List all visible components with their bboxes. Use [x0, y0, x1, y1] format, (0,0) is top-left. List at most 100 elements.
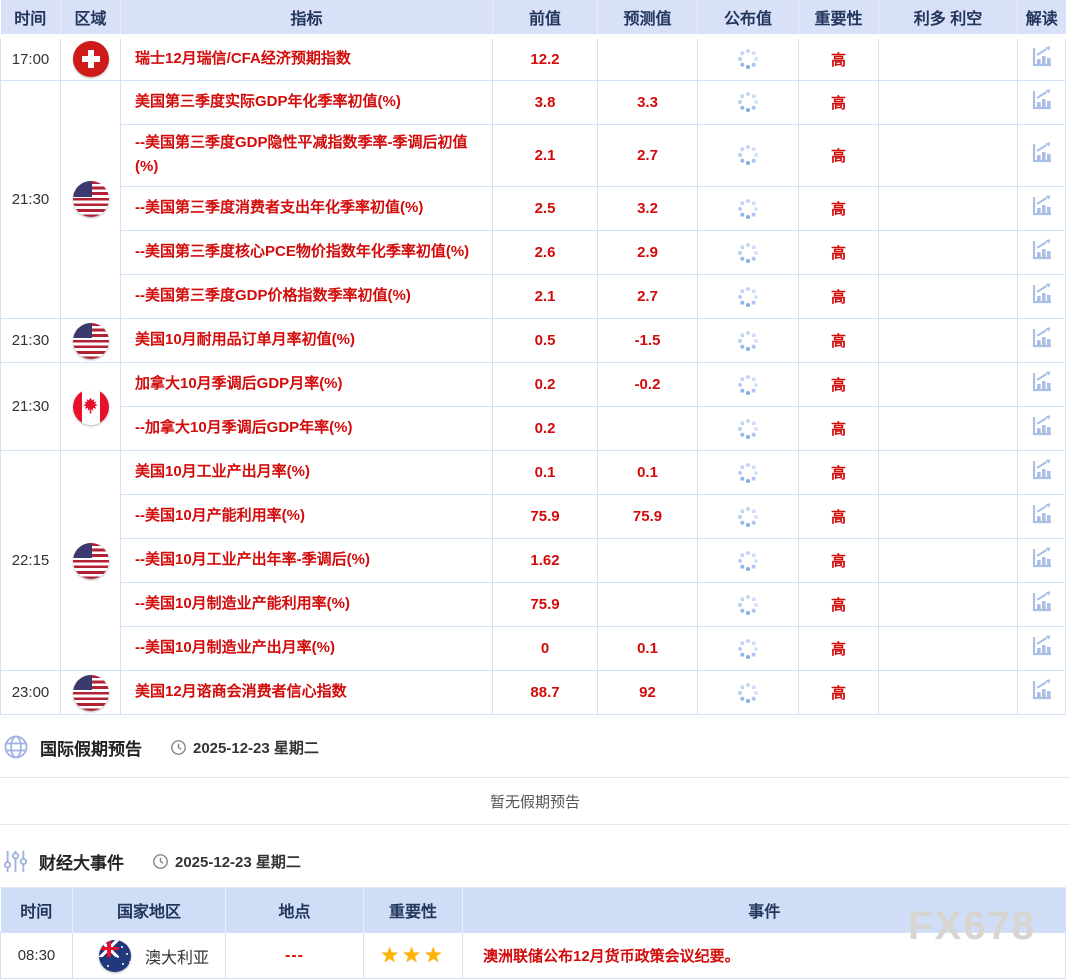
- indicator-name[interactable]: 加拿大10月季调后GDP月率(%): [135, 375, 343, 393]
- forecast-value-cell: 75.9: [597, 494, 698, 539]
- event-time-cell: 08:30: [0, 932, 73, 979]
- usa-flag-icon: [72, 674, 109, 711]
- forecast-value-cell: 2.7: [597, 123, 698, 187]
- published-value-cell: [697, 494, 799, 539]
- indicator-name[interactable]: 瑞士12月瑞信/CFA经济预期指数: [135, 49, 351, 67]
- column-header-2: 指标: [120, 0, 493, 39]
- indicator-name[interactable]: 美国第三季度实际GDP年化季率初值(%): [135, 92, 401, 110]
- interpretation-cell[interactable]: [1017, 406, 1066, 451]
- previous-value-cell: 1.62: [492, 538, 598, 583]
- chart-icon[interactable]: [1029, 140, 1055, 166]
- indicator-name[interactable]: --美国10月工业产出年率-季调后(%): [135, 551, 370, 569]
- previous-value-cell: 75.9: [492, 582, 598, 627]
- calendar-row: --美国第三季度消费者支出年化季率初值(%) 2.5 3.2 高: [1, 186, 1066, 231]
- previous-value-cell: 75.9: [492, 494, 598, 539]
- chart-icon[interactable]: [1029, 87, 1055, 113]
- forecast-value-cell: 2.7: [597, 274, 698, 319]
- previous-value-cell: 0.1: [492, 450, 598, 495]
- importance-cell: 高: [798, 362, 879, 407]
- forecast-value-cell: -0.2: [597, 362, 698, 407]
- indicator-name[interactable]: --美国10月制造业产能利用率(%): [135, 595, 351, 613]
- chart-icon[interactable]: [1029, 237, 1055, 263]
- indicator-cell: --美国第三季度GDP隐性平减指数季率-季调后初值(%): [120, 123, 493, 187]
- interpretation-cell[interactable]: [1017, 186, 1066, 231]
- interpretation-cell[interactable]: [1017, 670, 1066, 715]
- published-value-cell: [697, 79, 799, 125]
- clock-icon: [171, 739, 186, 755]
- country-name: 澳大利亚: [145, 949, 210, 967]
- importance-cell: 高: [798, 538, 879, 583]
- indicator-name[interactable]: --美国第三季度GDP隐性平减指数季率-季调后初值(%): [135, 133, 468, 176]
- loading-spinner-icon: [735, 142, 761, 168]
- published-value-cell: [697, 35, 799, 81]
- event-title[interactable]: 澳洲联储公布12月货币政策会议纪要。: [483, 948, 740, 965]
- loading-spinner-icon: [735, 89, 761, 115]
- indicator-cell: --美国10月制造业产出月率(%): [120, 626, 493, 671]
- calendar-row: --美国10月制造业产能利用率(%) 75.9 高: [1, 582, 1066, 627]
- forecast-value-cell: -1.5: [597, 318, 698, 363]
- interpretation-cell[interactable]: [1017, 318, 1066, 363]
- published-value-cell: [697, 582, 799, 627]
- interpretation-cell[interactable]: [1017, 230, 1066, 275]
- events-column-header-2: 地点: [225, 887, 364, 933]
- importance-cell: 高: [798, 318, 879, 363]
- chart-icon[interactable]: [1029, 677, 1055, 703]
- loading-spinner-icon: [735, 284, 761, 310]
- interpretation-cell[interactable]: [1017, 362, 1066, 407]
- published-value-cell: [697, 274, 799, 319]
- forecast-value-cell: [597, 406, 698, 451]
- column-header-0: 时间: [0, 0, 61, 39]
- indicator-cell: --美国第三季度GDP价格指数季率初值(%): [120, 274, 493, 319]
- chart-icon[interactable]: [1029, 633, 1055, 659]
- indicator-name[interactable]: --美国10月制造业产出月率(%): [135, 639, 336, 657]
- forecast-value-cell: 3.3: [597, 79, 698, 125]
- interpretation-cell[interactable]: [1017, 79, 1066, 125]
- bias-cell: [878, 274, 1018, 319]
- published-value-cell: [697, 123, 799, 187]
- indicator-name[interactable]: --美国10月产能利用率(%): [135, 507, 306, 525]
- australia-flag-icon: [99, 939, 131, 972]
- column-header-7: 利多 利空: [878, 0, 1018, 39]
- chart-icon[interactable]: [1029, 501, 1055, 527]
- chart-icon[interactable]: [1029, 545, 1055, 571]
- interpretation-cell[interactable]: [1017, 123, 1066, 187]
- time-cell: 17:00: [0, 35, 61, 81]
- events-column-header-3: 重要性: [363, 887, 463, 933]
- loading-spinner-icon: [735, 548, 761, 574]
- previous-value-cell: 88.7: [492, 670, 598, 715]
- interpretation-cell[interactable]: [1017, 35, 1066, 81]
- chart-icon[interactable]: [1029, 589, 1055, 615]
- indicator-name[interactable]: --美国第三季度消费者支出年化季率初值(%): [135, 199, 424, 217]
- indicator-name[interactable]: 美国12月谘商会消费者信心指数: [135, 683, 347, 701]
- events-header-row: 时间 国家地区 地点 重要性 事件: [0, 887, 1066, 933]
- interpretation-cell[interactable]: [1017, 626, 1066, 671]
- bias-cell: [878, 79, 1018, 125]
- indicator-name[interactable]: --美国第三季度核心PCE物价指数年化季率初值(%): [135, 243, 470, 261]
- interpretation-cell[interactable]: [1017, 274, 1066, 319]
- indicator-name[interactable]: 美国10月耐用品订单月率初值(%): [135, 331, 356, 349]
- published-value-cell: [697, 538, 799, 583]
- indicator-name[interactable]: --加拿大10月季调后GDP年率(%): [135, 419, 353, 437]
- bias-cell: [878, 450, 1018, 495]
- chart-icon[interactable]: [1029, 457, 1055, 483]
- holiday-date: 2025-12-23 星期二: [170, 737, 319, 758]
- bias-cell: [878, 670, 1018, 715]
- chart-icon[interactable]: [1029, 281, 1055, 307]
- interpretation-cell[interactable]: [1017, 494, 1066, 539]
- interpretation-cell[interactable]: [1017, 538, 1066, 583]
- chart-icon[interactable]: [1029, 44, 1055, 70]
- chart-icon[interactable]: [1029, 193, 1055, 219]
- region-cell: [60, 318, 121, 363]
- chart-icon[interactable]: [1029, 413, 1055, 439]
- indicator-name[interactable]: 美国10月工业产出月率(%): [135, 463, 311, 481]
- importance-cell: 高: [798, 626, 879, 671]
- time-cell: 22:15: [0, 450, 61, 671]
- chart-icon[interactable]: [1029, 325, 1055, 351]
- indicator-name[interactable]: --美国第三季度GDP价格指数季率初值(%): [135, 287, 411, 305]
- column-header-1: 区域: [60, 0, 121, 39]
- chart-icon[interactable]: [1029, 369, 1055, 395]
- interpretation-cell[interactable]: [1017, 582, 1066, 627]
- column-header-8: 解读: [1017, 0, 1066, 39]
- interpretation-cell[interactable]: [1017, 450, 1066, 495]
